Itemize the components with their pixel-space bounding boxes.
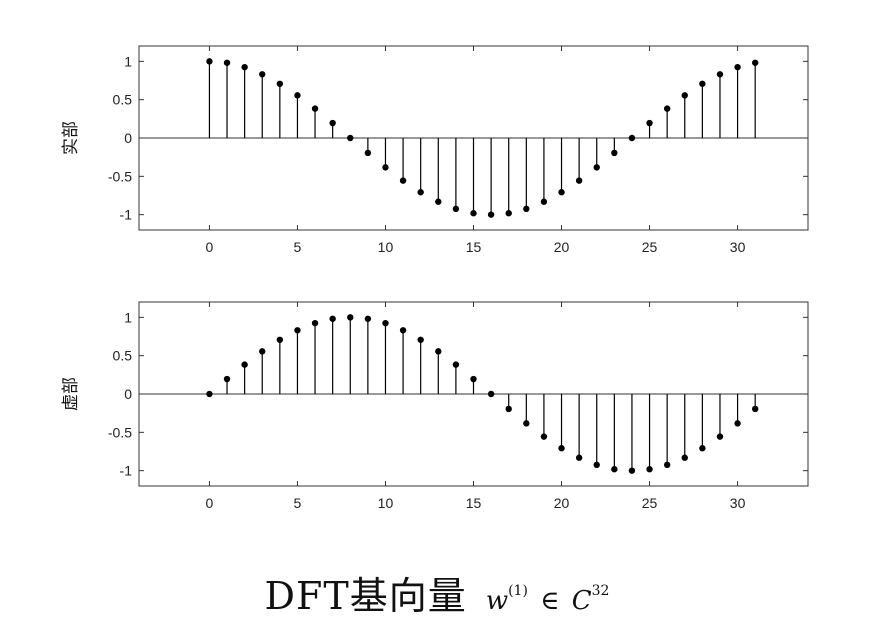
panel2-marker-29 — [716, 433, 724, 440]
panel1-marker-15 — [470, 210, 477, 217]
panel2-ylabel: 虚部 — [61, 377, 81, 411]
panel1-marker-10 — [382, 164, 389, 171]
panel2-marker-14 — [452, 361, 460, 368]
panel1-marker-27 — [681, 92, 688, 99]
panel2-ytick-label: -1 — [120, 463, 133, 479]
panel1-xtick-label: 30 — [730, 239, 746, 255]
panel1-marker-16 — [487, 211, 495, 218]
panel2-marker-13 — [435, 348, 442, 355]
panel2-xtick-label: 25 — [642, 495, 658, 511]
panel2-marker-19 — [540, 433, 548, 440]
caption-space: C — [571, 586, 592, 616]
panel1-marker-1 — [223, 59, 231, 66]
panel1-xtick-label: 5 — [294, 239, 302, 255]
caption-dimension: 32 — [591, 583, 610, 599]
panel1-marker-28 — [699, 80, 706, 87]
panel2-marker-18 — [523, 420, 530, 427]
panel2-marker-6 — [311, 319, 319, 327]
panel2-marker-24 — [628, 467, 636, 474]
panel1-marker-26 — [663, 105, 671, 112]
panel1-marker-23 — [611, 149, 618, 157]
panel1-ytick-label: 1 — [124, 53, 132, 69]
panel1-xtick-label: 15 — [466, 239, 482, 255]
panel1-marker-22 — [593, 164, 600, 171]
panel2-marker-8 — [347, 314, 354, 321]
figure-caption: DFT基向量 w(1) ∈ C32 — [0, 565, 874, 620]
panel1-marker-3 — [259, 71, 266, 78]
panel2-marker-9 — [364, 315, 372, 322]
panel1-marker-17 — [505, 210, 512, 217]
panel2-ytick-label: -0.5 — [108, 424, 132, 440]
panel2-ytick-label: 0.5 — [113, 348, 133, 364]
panel1-xtick-label: 10 — [378, 239, 394, 255]
panel1-marker-12 — [417, 189, 424, 196]
panel2-marker-5 — [294, 327, 301, 334]
panel1-marker-7 — [329, 119, 336, 127]
caption-title: DFT基向量 — [264, 574, 467, 618]
panel1-marker-19 — [540, 198, 548, 205]
panel1-marker-21 — [575, 177, 583, 184]
panel1-marker-2 — [241, 63, 248, 71]
panel1-marker-25 — [646, 119, 653, 127]
panel2-marker-4 — [276, 336, 284, 343]
panel1-xtick-label: 0 — [206, 239, 214, 255]
panel2-xtick-label: 15 — [466, 495, 482, 511]
panel2-marker-27 — [681, 454, 688, 461]
panel2-marker-17 — [505, 405, 512, 413]
panel1-marker-20 — [558, 189, 565, 196]
panel2-xtick-label: 0 — [206, 495, 214, 511]
panel2-marker-21 — [575, 454, 583, 461]
panel2-marker-26 — [663, 461, 671, 469]
panel2-ytick-label: 1 — [124, 309, 132, 325]
panel1-marker-5 — [294, 92, 301, 99]
caption-formula: w(1) ∈ C32 — [485, 583, 610, 616]
panel2-marker-0 — [206, 390, 213, 398]
panel2-marker-1 — [223, 375, 231, 383]
panel1-ytick-label: -1 — [120, 207, 133, 223]
panel2-marker-16 — [487, 390, 495, 398]
panel1-marker-30 — [734, 63, 741, 71]
panel2-marker-7 — [329, 315, 336, 322]
panel1-xtick-label: 20 — [554, 239, 570, 255]
panel1-ytick-label: 0 — [124, 130, 132, 146]
caption-w: w — [485, 586, 509, 616]
panel2-xtick-label: 10 — [378, 495, 394, 511]
panel1-xtick-label: 25 — [642, 239, 658, 255]
panel1-marker-14 — [452, 205, 460, 213]
panel1-marker-31 — [751, 59, 759, 66]
panel2-marker-23 — [611, 466, 618, 473]
panel2-marker-10 — [382, 319, 389, 327]
panel2-marker-12 — [417, 336, 424, 343]
panel1-marker-18 — [523, 205, 530, 213]
panel2-marker-3 — [259, 348, 266, 355]
panel2-xtick-label: 30 — [730, 495, 746, 511]
panel1-marker-13 — [435, 198, 442, 205]
panel2-marker-20 — [558, 445, 565, 452]
panel2-marker-25 — [646, 466, 653, 473]
panel2-marker-31 — [751, 405, 759, 413]
panel2-xtick-label: 20 — [554, 495, 570, 511]
panel1-marker-29 — [716, 71, 724, 78]
panel1-ylabel: 实部 — [61, 121, 81, 155]
panel2-marker-15 — [470, 375, 477, 383]
panel1-marker-0 — [206, 58, 213, 65]
panel1-ytick-label: 0.5 — [113, 92, 133, 108]
panel1-marker-6 — [311, 105, 319, 112]
panel2-xtick-label: 5 — [294, 495, 302, 511]
panel2-marker-28 — [699, 445, 706, 452]
caption-superscript: (1) — [508, 583, 528, 599]
panel1-marker-11 — [399, 177, 407, 184]
panel1-marker-8 — [347, 134, 354, 142]
panel2-marker-11 — [399, 327, 407, 334]
panel1-ytick-label: -0.5 — [108, 168, 132, 184]
panel2-marker-30 — [734, 420, 741, 427]
panel1-marker-24 — [628, 134, 636, 142]
caption-element-of: ∈ — [540, 586, 560, 616]
panel2-marker-2 — [241, 361, 248, 368]
panel1-marker-9 — [364, 149, 372, 157]
panel2-marker-22 — [593, 461, 600, 469]
panel1-marker-4 — [276, 80, 284, 87]
panel2-ytick-label: 0 — [124, 386, 132, 402]
